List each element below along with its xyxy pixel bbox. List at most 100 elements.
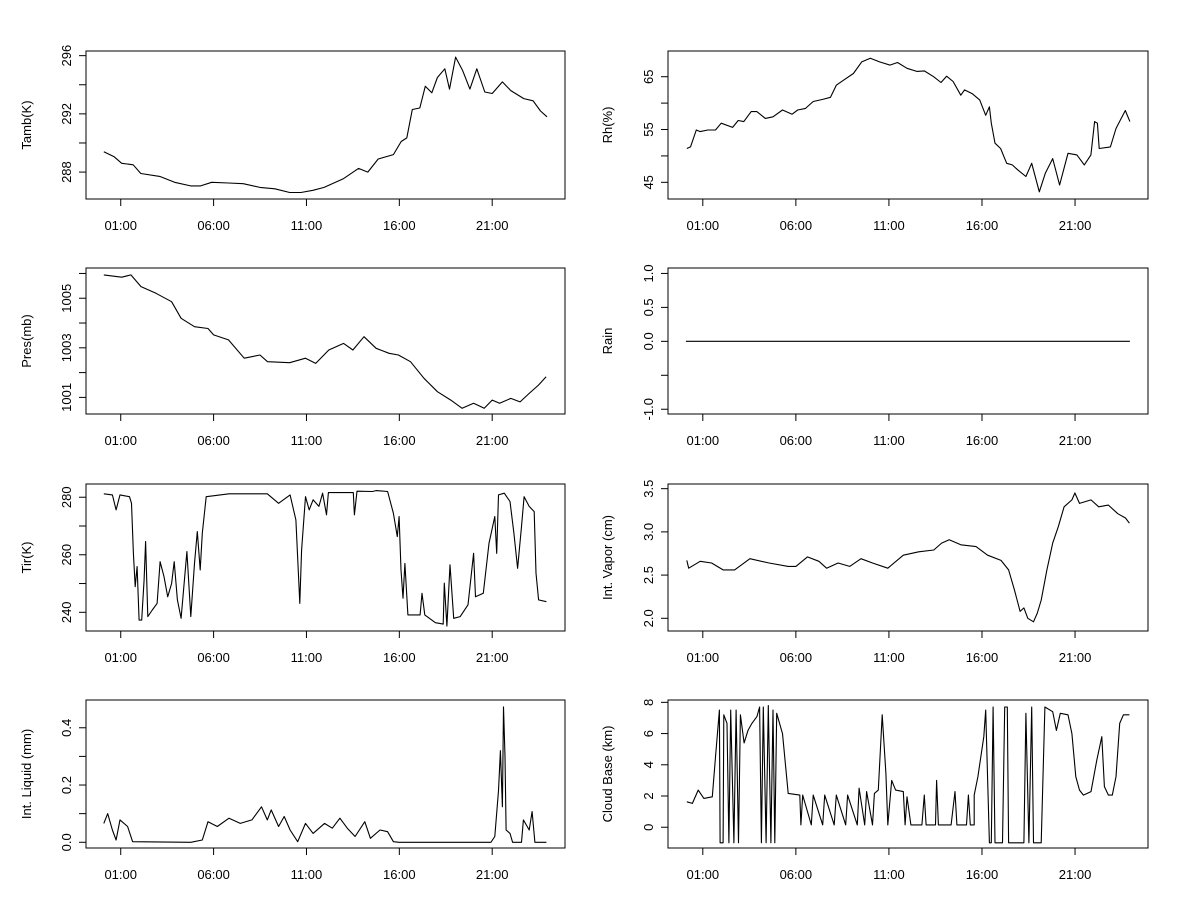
x-tick-label: 06:00 (780, 433, 813, 448)
x-tick-label: 11:00 (291, 650, 323, 665)
x-tick-label: 16:00 (383, 867, 416, 882)
y-tick-label: 292 (59, 103, 74, 125)
x-tick-label: 06:00 (780, 218, 813, 233)
y-axis: 288 292 296 (59, 45, 87, 183)
series-line (686, 492, 1130, 623)
x-tick-label: 11:00 (873, 867, 905, 882)
plot-frame (85, 699, 566, 849)
y-tick-label: 0 (641, 824, 656, 831)
y-tick-label: 65 (641, 69, 656, 83)
series-line (103, 56, 548, 194)
x-axis: 01:00 06:00 11:00 16:00 21:00 (687, 413, 1092, 448)
series-line (103, 706, 547, 843)
y-axis-title: Rh(%) (600, 107, 615, 144)
x-tick-label: 16:00 (966, 433, 999, 448)
panel-tir-k: 01:00 06:00 11:00 16:00 21:00 240 260 280 Tir(K) (19, 483, 566, 665)
y-axis: -1.0 0.0 0.5 1.0 (641, 264, 669, 420)
y-tick-label: 6 (641, 730, 656, 737)
y-axis: 2.0 2.5 3.0 3.5 (641, 480, 669, 627)
y-tick-label: 1.0 (641, 264, 656, 282)
x-axis: 01:00 06:00 11:00 16:00 21:00 (687, 847, 1092, 882)
x-tick-label: 01:00 (687, 650, 720, 665)
panel-int-vapor-cm: 01:00 06:00 11:00 16:00 21:00 2.0 2.5 3.0 3.5 Int… (600, 480, 1149, 665)
plot-frame (667, 483, 1149, 632)
x-axis: 01:00 06:00 11:00 16:00 21:00 (687, 630, 1092, 665)
y-axis: 0.0 0.2 0.4 (59, 719, 87, 851)
x-tick-label: 11:00 (873, 433, 905, 448)
plot-frame (85, 267, 566, 415)
y-axis: 1001 1003 1005 (59, 272, 87, 412)
plot-frame (85, 483, 566, 632)
y-tick-label: 280 (59, 486, 74, 508)
x-tick-label: 21:00 (1059, 867, 1092, 882)
x-tick-label: 01:00 (687, 867, 720, 882)
x-tick-label: 06:00 (197, 433, 230, 448)
y-tick-label: 2 (641, 792, 656, 799)
y-tick-label: 8 (641, 699, 656, 706)
series-line (686, 704, 1130, 844)
x-tick-label: 21:00 (476, 433, 509, 448)
y-axis: 240 260 280 (59, 486, 87, 623)
panel-rain: 01:00 06:00 11:00 16:00 21:00 -1.0 0.0 0.5 1.0 Ra… (600, 264, 1149, 448)
x-tick-label: 16:00 (966, 218, 999, 233)
x-axis: 01:00 06:00 11:00 16:00 21:00 (104, 198, 509, 233)
y-axis: 0 2 4 6 8 (641, 699, 669, 831)
y-axis-title: Rain (600, 328, 615, 355)
y-axis-title: Cloud Base (km) (600, 726, 615, 823)
plot-frame (85, 50, 566, 200)
x-tick-label: 16:00 (966, 867, 999, 882)
x-tick-label: 01:00 (104, 867, 137, 882)
panel-pres-mb: 01:00 06:00 11:00 16:00 21:00 1001 1003 1005 Pre… (19, 267, 566, 448)
x-tick-label: 06:00 (197, 867, 230, 882)
x-tick-label: 16:00 (383, 218, 416, 233)
y-tick-label: 0.4 (59, 719, 74, 737)
panel-rh: 01:00 06:00 11:00 16:00 21:00 45 55 65 Rh(%) (600, 50, 1149, 233)
x-tick-label: 01:00 (104, 218, 137, 233)
panel-tamb-k: 01:00 06:00 11:00 16:00 21:00 288 292 296 Tamb(K… (19, 45, 566, 233)
plot-frame (667, 50, 1149, 200)
y-tick-label: 296 (59, 45, 74, 67)
panel-cloud-base-km: 01:00 06:00 11:00 16:00 21:00 0 2 4 6 8 Cloud Base… (600, 699, 1149, 882)
x-tick-label: 21:00 (1059, 433, 1092, 448)
x-tick-label: 01:00 (104, 433, 137, 448)
x-tick-label: 11:00 (873, 218, 905, 233)
x-axis: 01:00 06:00 11:00 16:00 21:00 (104, 630, 509, 665)
x-tick-label: 21:00 (476, 218, 509, 233)
y-tick-label: 1005 (59, 284, 74, 313)
x-tick-label: 11:00 (291, 218, 323, 233)
series-line (103, 490, 547, 627)
panel-int-liquid-mm: 01:00 06:00 11:00 16:00 21:00 0.0 0.2 0.4 Int. L… (19, 699, 566, 882)
x-tick-label: 16:00 (383, 650, 416, 665)
x-tick-label: 06:00 (197, 218, 230, 233)
y-axis: 45 55 65 (641, 69, 669, 190)
x-tick-label: 11:00 (291, 867, 323, 882)
x-tick-label: 21:00 (1059, 650, 1092, 665)
y-tick-label: 0.0 (641, 332, 656, 350)
y-tick-label: 288 (59, 161, 74, 183)
y-tick-label: 0.5 (641, 298, 656, 316)
y-tick-label: 0.0 (59, 833, 74, 851)
x-tick-label: 01:00 (687, 218, 720, 233)
y-tick-label: 4 (641, 761, 656, 768)
y-tick-label: 45 (641, 175, 656, 189)
series-line (103, 274, 547, 409)
y-tick-label: 55 (641, 122, 656, 136)
y-tick-label: 3.5 (641, 480, 656, 498)
series-line (686, 57, 1131, 193)
x-axis: 01:00 06:00 11:00 16:00 21:00 (104, 413, 509, 448)
y-tick-label: 1001 (59, 383, 74, 412)
x-tick-label: 06:00 (780, 650, 813, 665)
y-axis-title: Pres(mb) (19, 314, 34, 367)
x-tick-label: 06:00 (780, 867, 813, 882)
x-tick-label: 16:00 (383, 433, 416, 448)
y-tick-label: 260 (59, 544, 74, 566)
y-tick-label: 0.2 (59, 776, 74, 794)
x-tick-label: 21:00 (476, 650, 509, 665)
y-tick-label: 2.0 (641, 609, 656, 627)
y-axis-title: Tamb(K) (19, 100, 34, 149)
x-axis: 01:00 06:00 11:00 16:00 21:00 (104, 847, 509, 882)
x-tick-label: 21:00 (476, 867, 509, 882)
x-tick-label: 11:00 (291, 433, 323, 448)
x-tick-label: 01:00 (104, 650, 137, 665)
